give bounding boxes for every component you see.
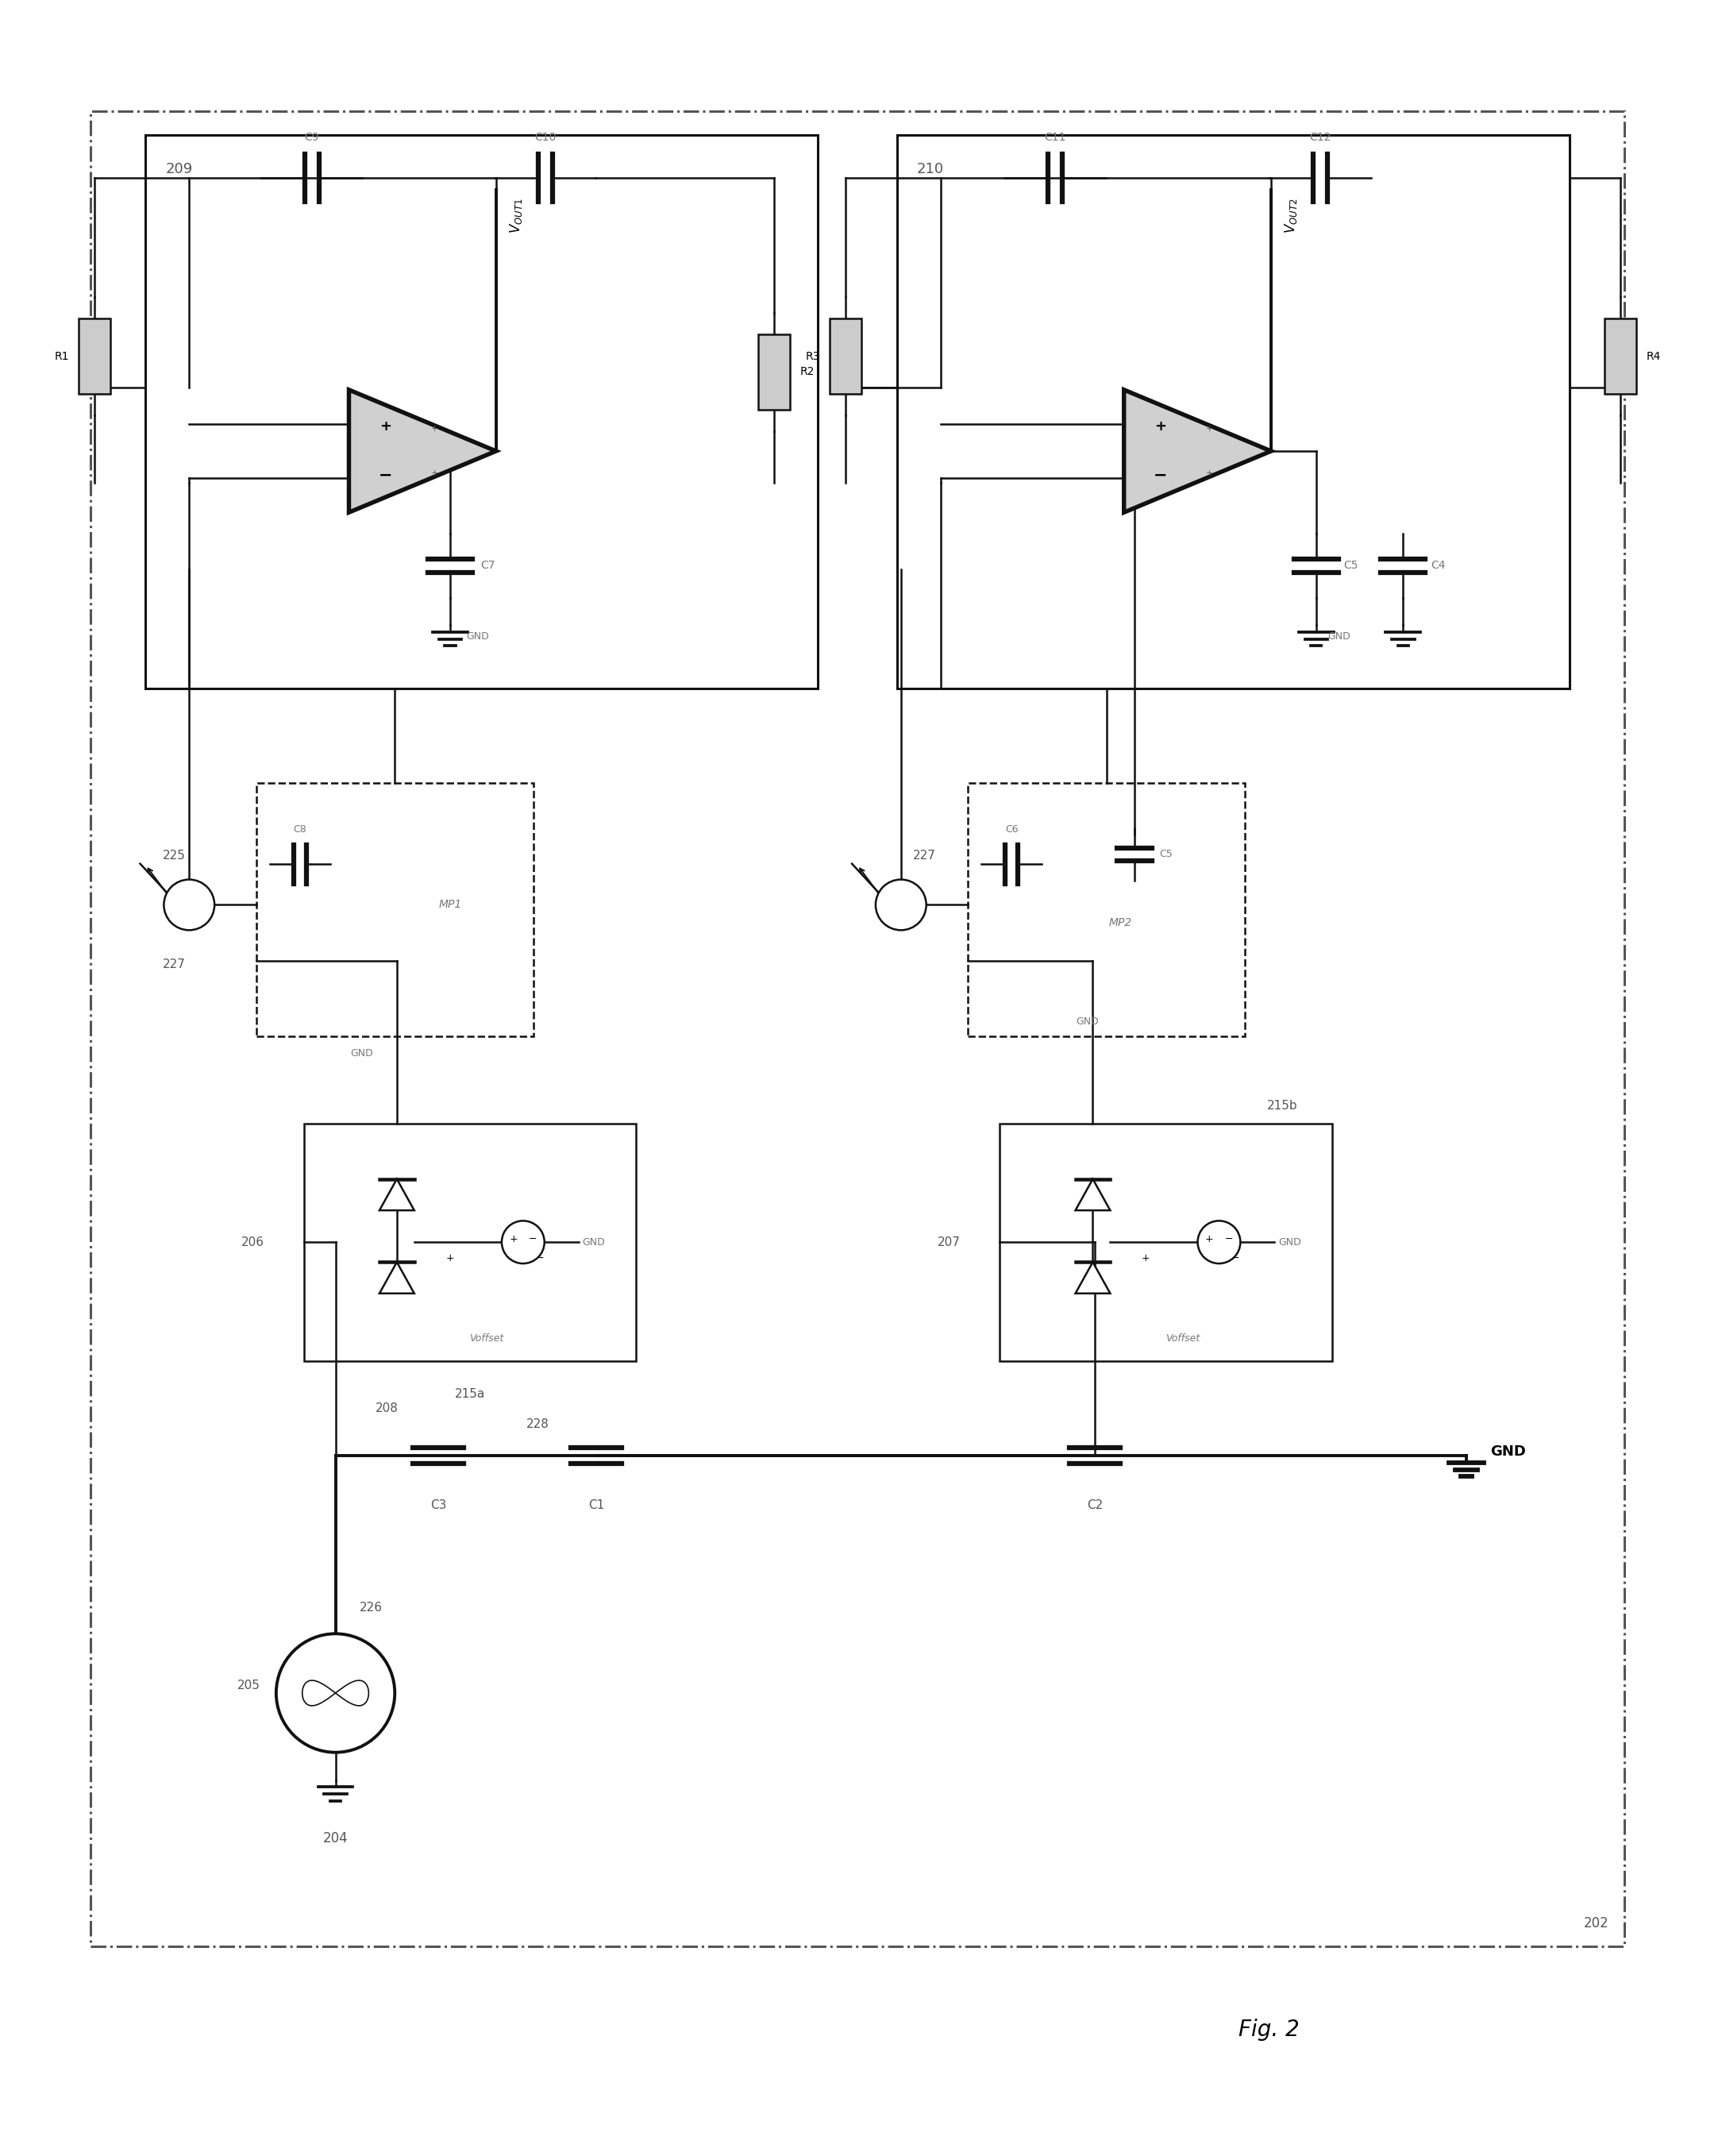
Text: GND: GND [467, 632, 489, 642]
Text: −: − [1224, 1233, 1233, 1244]
Text: R1: R1 [55, 351, 69, 362]
Text: 202: 202 [1584, 1917, 1608, 1930]
Text: GND: GND [350, 1048, 374, 1059]
Text: +: + [430, 470, 439, 476]
Text: −: − [1154, 468, 1168, 483]
Bar [830, 319, 861, 395]
Text: 206: 206 [241, 1235, 263, 1248]
Text: −: − [379, 468, 393, 483]
Text: −: − [536, 1253, 544, 1263]
Text: +: + [510, 1233, 518, 1244]
Polygon shape [379, 1261, 415, 1294]
Text: C6: C6 [1006, 824, 1018, 834]
Text: −: − [529, 1233, 537, 1244]
Bar [146, 134, 818, 688]
Polygon shape [350, 390, 496, 513]
Circle shape [276, 1634, 394, 1753]
Text: GND: GND [1076, 1018, 1099, 1026]
Circle shape [501, 1220, 544, 1263]
Text: 215a: 215a [455, 1388, 486, 1401]
Text: 225: 225 [162, 849, 186, 862]
Text: 227: 227 [162, 957, 186, 970]
Text: Fig. 2: Fig. 2 [1238, 2018, 1298, 2042]
Text: GND: GND [1490, 1445, 1526, 1460]
Text: GND: GND [1278, 1238, 1302, 1248]
Text: C7: C7 [480, 561, 494, 571]
Bar [1605, 319, 1636, 395]
Text: R3: R3 [806, 351, 820, 362]
Text: +: + [1205, 470, 1214, 476]
Text: C10: C10 [534, 132, 556, 142]
Bar [897, 134, 1569, 688]
Polygon shape [1076, 1179, 1111, 1210]
Bar [1000, 1123, 1331, 1360]
Text: Voffset: Voffset [470, 1332, 505, 1343]
Text: MP2: MP2 [1109, 916, 1131, 927]
Text: −: − [1231, 1253, 1240, 1263]
Text: C11: C11 [1044, 132, 1066, 142]
Text: C12: C12 [1309, 132, 1331, 142]
Text: R2: R2 [799, 367, 815, 377]
Bar [257, 783, 534, 1037]
Bar [303, 1123, 635, 1360]
Polygon shape [1076, 1261, 1111, 1294]
Text: 205: 205 [238, 1680, 260, 1690]
Text: 226: 226 [360, 1602, 382, 1615]
Circle shape [1199, 1220, 1240, 1263]
Text: C8: C8 [293, 824, 307, 834]
Text: 210: 210 [916, 162, 944, 177]
Text: C1: C1 [589, 1498, 604, 1511]
Text: R4: R4 [1646, 351, 1660, 362]
Text: C5: C5 [1159, 849, 1173, 860]
Text: +: + [446, 1253, 455, 1263]
Text: V$_{OUT2}$: V$_{OUT2}$ [1283, 198, 1298, 233]
Text: 227: 227 [913, 849, 935, 862]
Bar [90, 110, 1624, 1947]
Text: +: + [1205, 425, 1214, 433]
Text: +: + [381, 420, 391, 433]
Text: +: + [1155, 420, 1168, 433]
Text: +: + [430, 425, 439, 433]
Text: 207: 207 [937, 1235, 961, 1248]
Text: 209: 209 [165, 162, 193, 177]
Text: C4: C4 [1431, 561, 1445, 571]
Text: MP1: MP1 [439, 899, 461, 910]
Bar [968, 783, 1245, 1037]
Circle shape [875, 880, 926, 929]
Text: C3: C3 [430, 1498, 446, 1511]
Bar [79, 319, 110, 395]
Text: 204: 204 [324, 1830, 348, 1846]
Text: +: + [1142, 1253, 1150, 1263]
Polygon shape [1124, 390, 1271, 513]
Polygon shape [379, 1179, 415, 1210]
Text: C9: C9 [305, 132, 319, 142]
Text: 215b: 215b [1267, 1100, 1297, 1112]
Text: C5: C5 [1343, 561, 1359, 571]
Bar [759, 334, 790, 410]
Text: Voffset: Voffset [1166, 1332, 1200, 1343]
Text: 228: 228 [527, 1419, 549, 1429]
Text: GND: GND [1328, 632, 1350, 642]
Circle shape [164, 880, 215, 929]
Text: 208: 208 [375, 1401, 400, 1414]
Text: V$_{OUT1}$: V$_{OUT1}$ [508, 198, 523, 233]
Text: C2: C2 [1087, 1498, 1102, 1511]
Text: +: + [1205, 1233, 1214, 1244]
Text: GND: GND [582, 1238, 604, 1248]
